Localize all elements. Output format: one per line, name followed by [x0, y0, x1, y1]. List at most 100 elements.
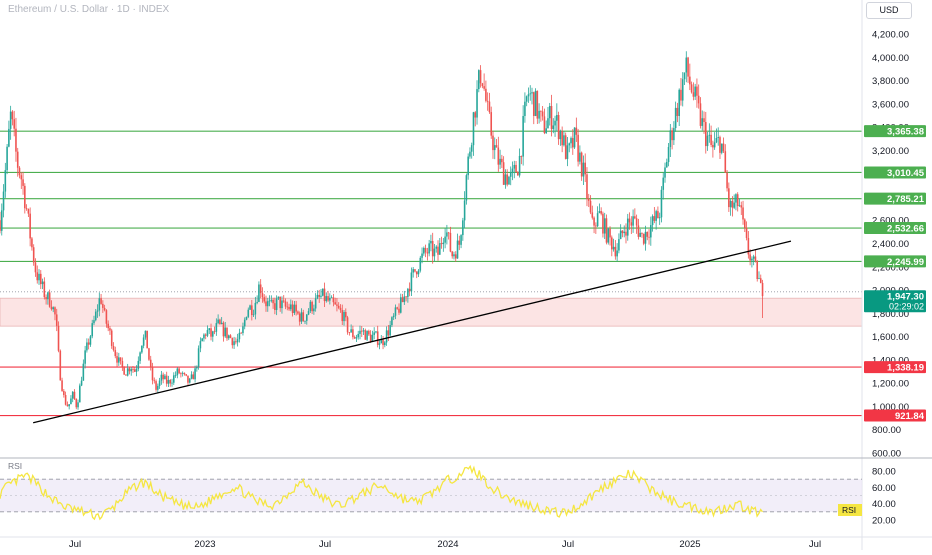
candle-body: [94, 311, 97, 321]
candles-layer: [0, 51, 764, 410]
candle-body: [50, 306, 53, 310]
ascending-trendline[interactable]: [33, 240, 792, 424]
candle-body: [64, 394, 67, 405]
candle-body: [728, 188, 730, 208]
candle-body: [405, 296, 407, 298]
candle-body: [87, 342, 90, 345]
candle-body: [336, 304, 338, 306]
candle-body: [320, 295, 322, 297]
candle-body: [596, 213, 599, 227]
candle-body: [598, 211, 601, 214]
candle-body: [125, 374, 127, 376]
candle-body: [22, 179, 24, 186]
candle-body: [353, 337, 356, 339]
candle-body: [222, 322, 225, 337]
candle-body: [577, 134, 579, 162]
candle-body: [227, 335, 230, 339]
candle-body: [655, 211, 657, 221]
rsi-tick-label: 40.00: [872, 499, 896, 510]
candle-body: [199, 341, 202, 349]
candle-body: [470, 145, 473, 152]
candle-body: [71, 391, 74, 399]
candle-body: [722, 143, 725, 152]
candle-body: [573, 127, 576, 148]
level-label-text: 3,365.38: [887, 127, 924, 138]
candle-body: [146, 330, 148, 349]
candle-body: [630, 222, 633, 226]
candle-body: [371, 334, 374, 342]
candle-body: [266, 301, 269, 307]
candle-body: [449, 232, 452, 252]
candle-body: [474, 112, 477, 118]
candle-body: [144, 330, 147, 338]
candle-body: [9, 111, 12, 129]
candle-body: [591, 212, 594, 218]
candle-body: [135, 368, 138, 372]
candle-body: [318, 294, 321, 297]
candle-body: [254, 302, 257, 315]
candle-body: [563, 135, 565, 146]
candle-body: [63, 390, 65, 395]
candle-body: [359, 330, 361, 334]
level-label-badge[interactable]: [864, 166, 926, 179]
candle-body: [295, 304, 297, 312]
candle-body: [217, 319, 219, 324]
candle-body: [256, 301, 258, 303]
candle-body: [148, 348, 150, 360]
candle-body: [736, 194, 739, 207]
price-tick-label: 1,800.00: [872, 309, 909, 320]
time-tick-label: 2024: [437, 539, 458, 550]
candle-body: [387, 330, 390, 336]
candle-body: [100, 298, 102, 304]
level-label-badge[interactable]: [864, 409, 926, 422]
candle-body: [607, 228, 610, 243]
candle-body: [639, 232, 641, 237]
candle-body: [701, 118, 704, 126]
candle-body: [298, 313, 301, 322]
candle-body: [240, 332, 242, 334]
candle-body: [297, 311, 299, 314]
symbol-title: Ethereum / U.S. Dollar · 1D · INDEX: [8, 4, 170, 15]
candle-body: [430, 240, 432, 244]
candle-body: [352, 329, 354, 338]
candle-body: [311, 301, 313, 312]
candle-body: [582, 162, 585, 177]
candle-body: [568, 143, 571, 146]
level-label-badge[interactable]: [864, 125, 926, 138]
candle-body: [24, 185, 26, 209]
candle-body: [692, 92, 695, 97]
candle-body: [527, 94, 530, 97]
candle-body: [660, 189, 663, 218]
candle-body: [369, 334, 372, 342]
candle-body: [502, 162, 505, 185]
time-axis[interactable]: Jul 2023 Jul 2024 Jul 2025 Jul: [0, 536, 932, 550]
currency-button[interactable]: USD: [866, 2, 912, 19]
candle-body: [103, 307, 106, 311]
candle-body: [15, 128, 17, 152]
candle-body: [300, 312, 303, 322]
level-label-text: 2,532.66: [887, 224, 924, 235]
candle-body: [279, 296, 281, 309]
level-label-badge[interactable]: [864, 222, 926, 235]
candle-body: [27, 208, 30, 214]
candle-body: [107, 323, 109, 329]
level-label-badge[interactable]: [864, 255, 926, 268]
candle-body: [697, 95, 700, 104]
price-tick-label: 1,400.00: [872, 355, 909, 366]
candle-body: [171, 382, 173, 384]
candle-body: [70, 398, 72, 405]
candle-body: [290, 304, 292, 310]
candle-body: [657, 211, 659, 219]
last-price-badge[interactable]: [864, 290, 926, 313]
candle-body: [738, 205, 741, 207]
candle-body: [547, 118, 549, 129]
level-label-badge[interactable]: [864, 192, 926, 205]
candle-body: [724, 151, 727, 173]
candle-body: [556, 115, 558, 121]
candle-body: [616, 250, 618, 257]
candle-body: [731, 200, 734, 208]
candle-body: [680, 89, 682, 101]
candle-body: [47, 292, 49, 300]
level-label-badge[interactable]: [864, 361, 926, 374]
zone-layer: [0, 291, 863, 327]
